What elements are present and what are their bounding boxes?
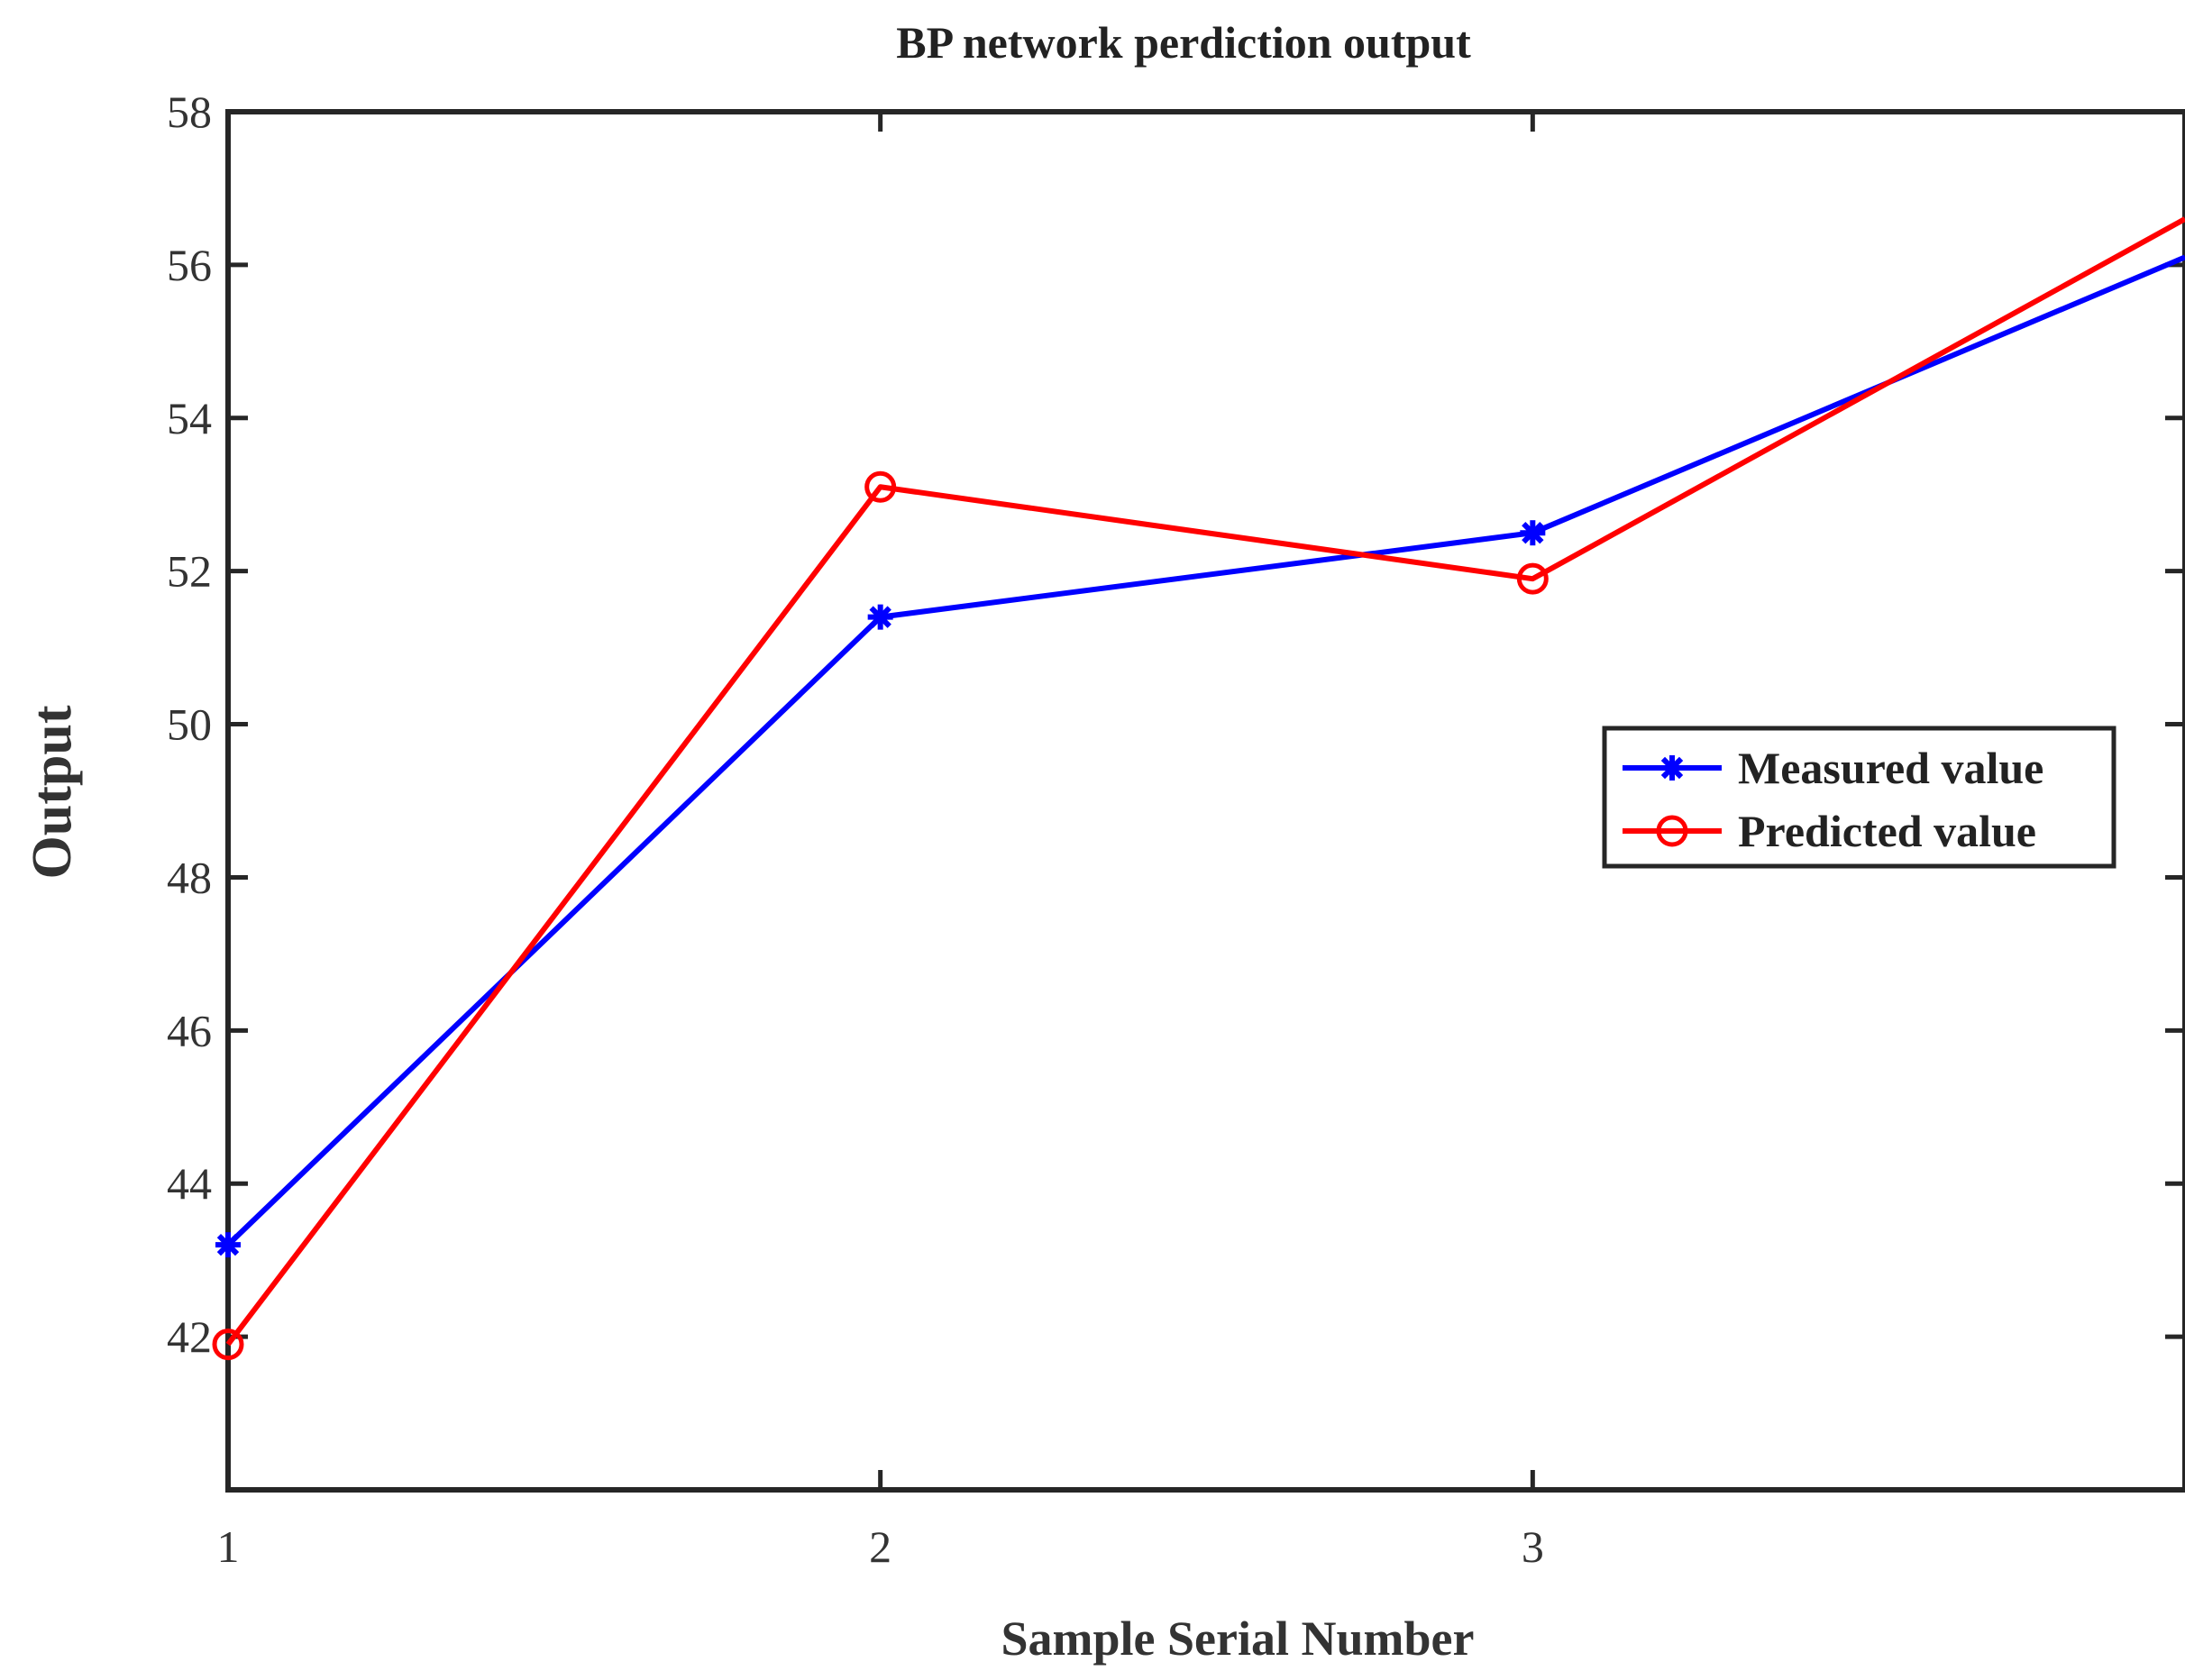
y-tick-label: 50 [167, 699, 212, 750]
x-tick-label: 2 [869, 1521, 891, 1572]
legend: Measured value Predicted value [1604, 728, 2114, 866]
legend-label-2: Predicted value [1738, 806, 2036, 856]
y-tick-label: 56 [167, 240, 212, 290]
chart-figure: BP network perdiction output Sample Seri… [0, 0, 2185, 1675]
data-point-1 [1520, 520, 1545, 545]
legend-label-1: Measured value [1738, 743, 2043, 793]
data-point-1 [868, 605, 893, 630]
y-axis-label: Output [22, 705, 83, 879]
line-chart: BP network perdiction output Sample Seri… [0, 0, 2185, 1675]
y-tick-label: 54 [167, 393, 212, 443]
y-tick-label: 58 [167, 87, 212, 137]
x-axis-label: Sample Serial Number [1001, 1612, 1475, 1666]
y-tick-label: 52 [167, 546, 212, 597]
x-tick-label: 3 [1522, 1521, 1544, 1572]
y-tick-label: 46 [167, 1005, 212, 1055]
y-tick-label: 42 [167, 1311, 212, 1362]
data-point-1 [215, 1232, 241, 1257]
x-tick-label: 1 [217, 1521, 240, 1572]
legend-marker-1 [1659, 755, 1685, 781]
y-tick-label: 48 [167, 852, 212, 902]
y-tick-label: 44 [167, 1158, 212, 1209]
chart-title: BP network perdiction output [896, 17, 1471, 68]
